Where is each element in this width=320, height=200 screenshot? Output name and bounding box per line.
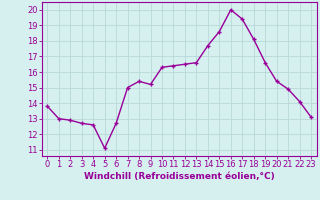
X-axis label: Windchill (Refroidissement éolien,°C): Windchill (Refroidissement éolien,°C) — [84, 172, 275, 181]
